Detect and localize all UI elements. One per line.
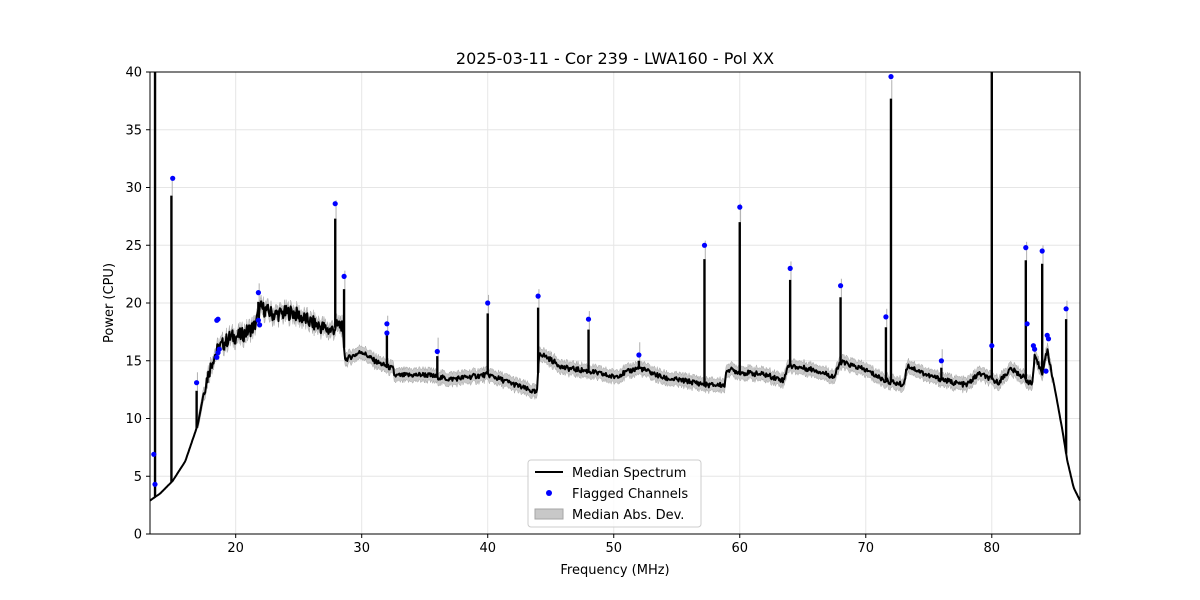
flagged-channel-point <box>255 317 261 323</box>
x-tick-label: 30 <box>353 541 370 556</box>
y-tick-label: 20 <box>125 297 142 312</box>
chart-title: 2025-03-11 - Cor 239 - LWA160 - Pol XX <box>456 49 774 68</box>
flagged-channel-point <box>1023 245 1029 251</box>
flagged-channel-point <box>257 322 263 328</box>
y-tick-label: 35 <box>125 123 142 138</box>
flagged-channel-point <box>585 316 592 322</box>
y-axis-label: Power (CPU) <box>102 263 117 343</box>
flagged-channel-point <box>1024 321 1030 327</box>
y-tick-label: 30 <box>125 181 142 196</box>
x-tick-label: 40 <box>479 541 496 556</box>
flagged-channel-point <box>787 265 793 271</box>
flagged-channel-point <box>151 451 157 457</box>
flagged-channel-point <box>1039 248 1045 254</box>
flagged-channel-point <box>636 352 642 358</box>
x-tick-label: 70 <box>857 541 874 556</box>
flagged-channel-point <box>332 201 338 207</box>
flagged-channel-point <box>215 316 221 322</box>
flagged-channel-point <box>1032 346 1038 352</box>
legend-label-flagged: Flagged Channels <box>572 487 688 502</box>
y-tick-label: 10 <box>125 412 142 427</box>
x-tick-label: 60 <box>731 541 748 556</box>
y-tick-label: 5 <box>134 470 142 485</box>
y-axis-ticks: 0 5 10 15 20 25 30 35 40 <box>125 66 150 543</box>
flagged-channel-point <box>1063 306 1069 312</box>
flagged-channel-point <box>384 321 390 327</box>
flagged-channel-point <box>883 314 889 320</box>
median-line-layer <box>149 72 1081 502</box>
flagged-channel-point <box>216 346 222 352</box>
flagged-channel-point <box>434 348 440 355</box>
legend-label-mad: Median Abs. Dev. <box>572 508 684 523</box>
x-tick-label: 20 <box>227 541 244 556</box>
mad-band <box>198 294 1053 428</box>
legend: Median Spectrum Flagged Channels Median … <box>527 459 702 528</box>
x-axis-label: Frequency (MHz) <box>560 563 669 578</box>
legend-band-swatch <box>534 508 564 520</box>
legend-label-median: Median Spectrum <box>572 466 686 481</box>
flagged-channel-point <box>989 343 995 349</box>
x-tick-label: 50 <box>605 541 622 556</box>
x-tick-label: 80 <box>984 541 1001 556</box>
flagged-channel-point <box>701 242 708 248</box>
flagged-channel-point <box>341 273 347 279</box>
flagged-channel-point <box>170 175 176 181</box>
flagged-channel-point <box>838 283 844 289</box>
flagged-channel-point <box>485 300 491 306</box>
flagged-channel-point <box>737 204 743 210</box>
flagged-channel-point <box>1045 336 1052 342</box>
flagged-channel-point <box>255 290 261 296</box>
y-tick-label: 15 <box>125 354 142 369</box>
flagged-channel-point <box>888 74 894 80</box>
x-axis-ticks: 20 30 40 50 60 70 80 <box>227 534 1000 556</box>
grid-lines <box>150 71 1080 535</box>
y-tick-label: 40 <box>125 66 142 81</box>
flagged-channel-point <box>938 358 945 364</box>
median-spectrum-line <box>149 300 1081 502</box>
flagged-channel-point <box>214 354 220 360</box>
flagged-channel-point <box>535 293 541 299</box>
flagged-channel-point <box>194 380 200 386</box>
flagged-channel-point <box>152 481 158 487</box>
y-tick-label: 0 <box>134 528 142 543</box>
flagged-channel-point <box>1043 368 1049 374</box>
y-tick-label: 25 <box>125 239 142 254</box>
flagged-points-layer <box>151 74 1069 487</box>
legend-box <box>527 459 702 528</box>
flagged-channel-point <box>384 330 390 336</box>
legend-marker-swatch <box>546 490 552 496</box>
